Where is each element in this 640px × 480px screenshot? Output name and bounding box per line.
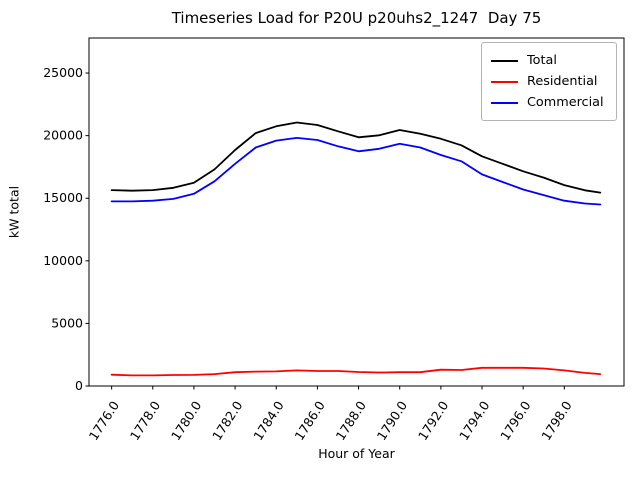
x-tick-label: 1798.0 — [538, 398, 574, 443]
y-tick-label: 25000 — [43, 65, 83, 80]
series-line-commercial — [110, 136, 602, 206]
x-tick-label: 1790.0 — [374, 398, 410, 443]
y-axis-label: kW total — [6, 185, 22, 239]
x-tick-label: 1784.0 — [250, 398, 286, 443]
legend-item-total: Total — [491, 50, 606, 71]
legend-label: Total — [527, 53, 557, 68]
y-tick-label: 20000 — [43, 128, 83, 143]
axes-frame — [88, 37, 625, 387]
legend-label: Commercial — [527, 95, 604, 110]
series-line-total — [110, 121, 602, 194]
commercial-line-swatch-icon — [491, 101, 518, 104]
legend-item-commercial: Commercial — [491, 92, 606, 113]
chart-title: Timeseries Load for P20U p20uhs2_1247 Da… — [171, 9, 542, 27]
x-axis-label: Hour of Year — [318, 446, 395, 461]
x-tick-label: 1780.0 — [168, 398, 204, 443]
series-line-residential — [110, 366, 602, 377]
legend: Total Residential Commercial — [481, 42, 617, 121]
x-tick-label: 1786.0 — [291, 398, 327, 443]
total-line-swatch-icon — [491, 59, 518, 62]
y-tick-label: 0 — [75, 378, 83, 393]
x-tick-label: 1776.0 — [86, 398, 122, 443]
legend-label: Residential — [527, 74, 598, 89]
x-tick-label: 1788.0 — [333, 398, 369, 443]
x-tick-label: 1796.0 — [497, 398, 533, 443]
x-tick-label: 1792.0 — [415, 398, 451, 443]
y-tick-label: 5000 — [51, 315, 83, 330]
x-tick-label: 1778.0 — [127, 398, 163, 443]
x-tick-label: 1782.0 — [209, 398, 245, 443]
y-tick-label: 15000 — [43, 190, 83, 205]
y-tick-label: 10000 — [43, 253, 83, 268]
residential-line-swatch-icon — [491, 80, 518, 83]
legend-item-residential: Residential — [491, 71, 606, 92]
x-tick-label: 1794.0 — [456, 398, 492, 443]
